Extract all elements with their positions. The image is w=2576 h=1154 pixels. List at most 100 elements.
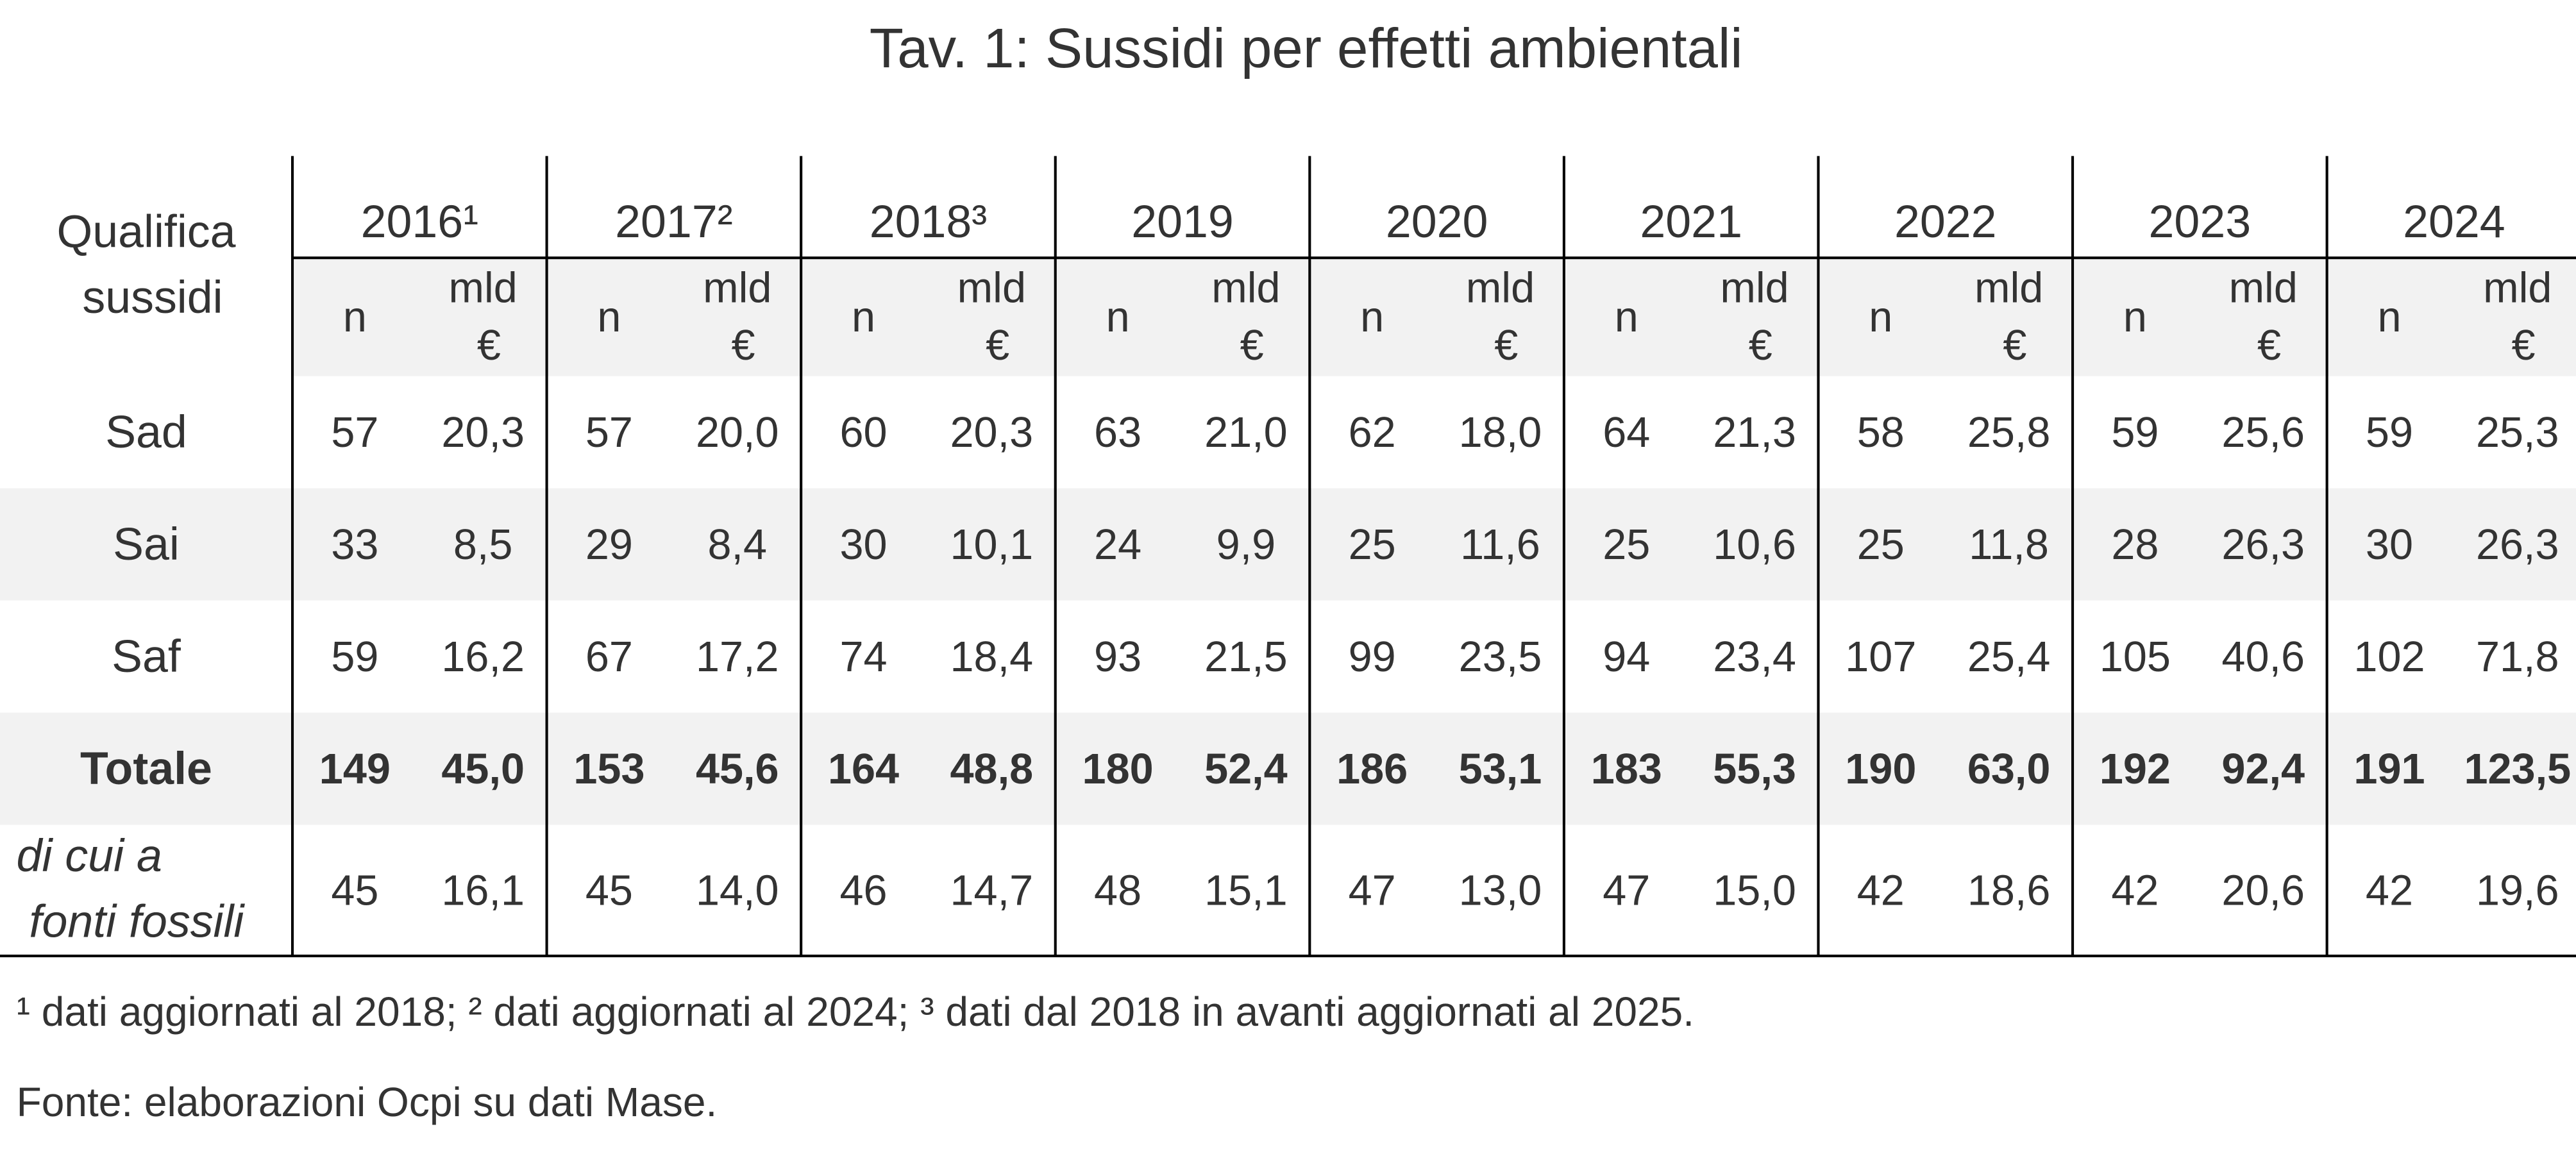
cell: 28 bbox=[2111, 521, 2159, 569]
cell: 59 bbox=[2111, 409, 2159, 456]
cell: 25,3 bbox=[2476, 409, 2559, 456]
subheader: mld € bbox=[957, 264, 1026, 369]
subheader: n bbox=[852, 294, 875, 341]
cell: 30 bbox=[2366, 521, 2413, 569]
cell: 45 bbox=[331, 867, 378, 915]
cell: 25,4 bbox=[1967, 633, 2051, 681]
cell: 16,2 bbox=[441, 633, 525, 681]
subheader: n bbox=[343, 294, 367, 341]
cell: 29 bbox=[585, 521, 633, 569]
cell: 45,0 bbox=[441, 746, 525, 793]
cell: 107 bbox=[1845, 633, 1916, 681]
cell: 59 bbox=[2366, 409, 2413, 456]
cell: 25 bbox=[1349, 521, 1396, 569]
subheader: n bbox=[2377, 294, 2401, 341]
cell: 186 bbox=[1336, 746, 1408, 793]
year-header: 2016¹ bbox=[361, 196, 478, 247]
subheader: mld € bbox=[1720, 264, 1789, 369]
cell: 42 bbox=[2111, 867, 2159, 915]
subheader: mld € bbox=[2229, 264, 2298, 369]
cell: 10,1 bbox=[950, 521, 1034, 569]
cell: 24 bbox=[1094, 521, 1141, 569]
subheader: mld € bbox=[1211, 264, 1280, 369]
year-header: 2018³ bbox=[870, 196, 987, 247]
cell: 8,4 bbox=[707, 521, 767, 569]
cell: 23,4 bbox=[1713, 633, 1796, 681]
cell: 25 bbox=[1603, 521, 1650, 569]
cell: 92,4 bbox=[2221, 746, 2305, 793]
cell: 21,5 bbox=[1204, 633, 1288, 681]
cell: 58 bbox=[1857, 409, 1905, 456]
cell: 18,6 bbox=[1967, 867, 2051, 915]
cell: 14,7 bbox=[950, 867, 1034, 915]
cell: 48 bbox=[1094, 867, 1141, 915]
subheader: mld € bbox=[1974, 264, 2043, 369]
cell: 26,3 bbox=[2221, 521, 2305, 569]
cell: 9,9 bbox=[1216, 521, 1276, 569]
cell: 20,0 bbox=[696, 409, 779, 456]
corner-label: Qualifica sussidi bbox=[56, 206, 235, 322]
cell: 40,6 bbox=[2221, 633, 2305, 681]
row-label: Totale bbox=[80, 743, 212, 794]
year-header: 2019 bbox=[1131, 196, 1234, 247]
subheader: n bbox=[597, 294, 621, 341]
cell: 45,6 bbox=[696, 746, 779, 793]
cell: 14,0 bbox=[696, 867, 779, 915]
cell: 15,1 bbox=[1204, 867, 1288, 915]
cell: 20,3 bbox=[950, 409, 1034, 456]
source-note: Fonte: elaborazioni Ocpi su dati Mase. bbox=[17, 1079, 718, 1125]
cell: 102 bbox=[2353, 633, 2425, 681]
year-header: 2021 bbox=[1640, 196, 1742, 247]
cell: 57 bbox=[585, 409, 633, 456]
cell: 192 bbox=[2100, 746, 2171, 793]
cell: 25,8 bbox=[1967, 409, 2051, 456]
title: Tav. 1: Sussidi per effetti ambientali bbox=[870, 17, 1743, 79]
cell: 62 bbox=[1349, 409, 1396, 456]
cell: 55,3 bbox=[1713, 746, 1796, 793]
cell: 67 bbox=[585, 633, 633, 681]
cell: 47 bbox=[1603, 867, 1650, 915]
subheader-band bbox=[292, 258, 2576, 376]
year-header: 2024 bbox=[2403, 196, 2505, 247]
cell: 59 bbox=[331, 633, 378, 681]
cell: 63 bbox=[1094, 409, 1141, 456]
subheader: mld € bbox=[2483, 264, 2552, 369]
cell: 63,0 bbox=[1967, 746, 2051, 793]
cell: 149 bbox=[319, 746, 391, 793]
year-header: 2017² bbox=[615, 196, 732, 247]
cell: 64 bbox=[1603, 409, 1650, 456]
cell: 99 bbox=[1349, 633, 1396, 681]
cell: 26,3 bbox=[2476, 521, 2559, 569]
cell: 164 bbox=[828, 746, 899, 793]
cell: 20,3 bbox=[441, 409, 525, 456]
cell: 13,0 bbox=[1459, 867, 1542, 915]
year-header: 2023 bbox=[2149, 196, 2252, 247]
cell: 183 bbox=[1591, 746, 1662, 793]
cell: 57 bbox=[331, 409, 378, 456]
cell: 153 bbox=[573, 746, 644, 793]
cell: 11,6 bbox=[1460, 521, 1540, 569]
cell: 8,5 bbox=[453, 521, 513, 569]
row-band bbox=[0, 488, 2576, 601]
cell: 105 bbox=[2100, 633, 2171, 681]
subheader: n bbox=[1360, 294, 1384, 341]
cell: 42 bbox=[1857, 867, 1905, 915]
cell: 10,6 bbox=[1713, 521, 1796, 569]
cell: 25 bbox=[1857, 521, 1905, 569]
cell: 33 bbox=[331, 521, 378, 569]
subheader: mld € bbox=[1466, 264, 1535, 369]
subheader: n bbox=[2123, 294, 2147, 341]
year-header: 2022 bbox=[1894, 196, 1997, 247]
cell: 11,8 bbox=[1969, 521, 2049, 569]
cell: 46 bbox=[839, 867, 887, 915]
subheader: n bbox=[1869, 294, 1892, 341]
cell: 180 bbox=[1082, 746, 1154, 793]
cell: 30 bbox=[839, 521, 887, 569]
row-band bbox=[0, 712, 2576, 825]
cell: 18,0 bbox=[1459, 409, 1542, 456]
cell: 20,6 bbox=[2221, 867, 2305, 915]
row-label: Sai bbox=[113, 519, 180, 570]
cell: 48,8 bbox=[950, 746, 1034, 793]
cell: 191 bbox=[2353, 746, 2425, 793]
